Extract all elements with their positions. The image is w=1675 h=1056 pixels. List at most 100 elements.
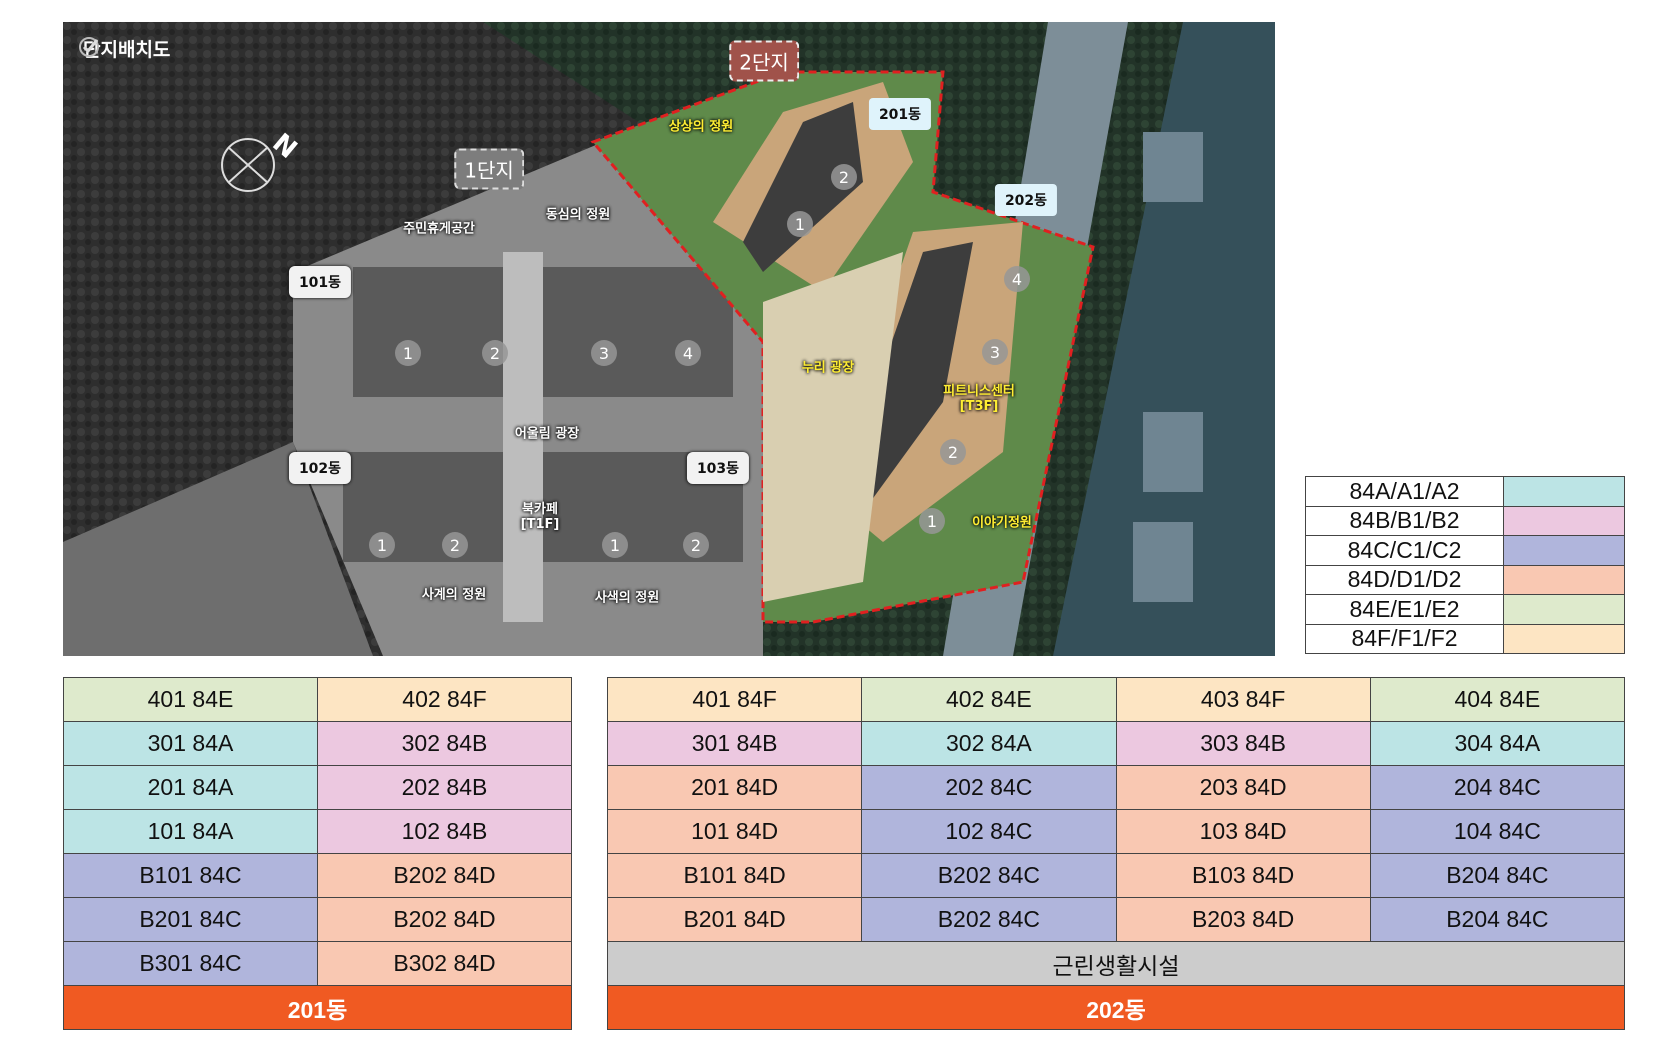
unit-cell: B201 84C — [63, 897, 318, 942]
unit-cell: 303 84B — [1115, 721, 1371, 766]
legend-label: 84A/A1/A2 — [1305, 476, 1504, 507]
unit-cell: B203 84D — [1115, 897, 1371, 942]
unit-cell: 304 84A — [1369, 721, 1626, 766]
dong-101-label: 101동 — [288, 266, 352, 298]
table-row: 301 84A 302 84B — [63, 721, 572, 766]
dong-201-unit-table: 401 84E 402 84F 301 84A 302 84B 201 84A 202 8… — [63, 677, 572, 1030]
line-number: 1 — [395, 340, 421, 366]
unit-cell: 401 84F — [606, 677, 863, 722]
site-plan-drawing — [63, 22, 1275, 656]
line-number: 1 — [369, 532, 395, 558]
unit-cell: 403 84F — [1115, 677, 1371, 722]
table-row: 101 84A 102 84B — [63, 809, 572, 854]
unit-cell: 301 84B — [606, 721, 863, 766]
legend-label: 84E/E1/E2 — [1305, 594, 1504, 625]
place-label: 어울림 광장 — [514, 426, 580, 442]
unit-cell: 201 84D — [606, 765, 863, 810]
table-row: 301 84B 302 84A 303 84B 304 84A — [606, 721, 1626, 766]
line-number: 2 — [831, 164, 857, 190]
unit-cell: B101 84C — [63, 853, 318, 898]
line-number: 2 — [482, 340, 508, 366]
unit-cell: B103 84D — [1115, 853, 1371, 898]
unit-cell: 101 84D — [606, 809, 863, 854]
unit-cell: B202 84C — [861, 897, 1117, 942]
table-row: 근린생활시설 — [607, 941, 1625, 986]
dong-footer-label: 201동 — [63, 985, 572, 1030]
table-row: B301 84C B302 84D — [63, 941, 572, 986]
table-row: B201 84D B202 84C B203 84D B204 84C — [606, 897, 1626, 942]
place-label: 상상의 정원 — [668, 119, 734, 135]
unit-cell: 301 84A — [63, 721, 318, 766]
legend-label: 84B/B1/B2 — [1305, 505, 1504, 536]
danji1-label: 1단지 — [454, 148, 524, 190]
unit-cell: 302 84A — [861, 721, 1117, 766]
dong-102-label: 102동 — [288, 452, 352, 484]
table-row: B201 84C B202 84D — [63, 897, 572, 942]
legend-row: 84B/B1/B2 — [1305, 505, 1625, 536]
unit-cell: B202 84C — [861, 853, 1117, 898]
table-row: B101 84C B202 84D — [63, 853, 572, 898]
unit-cell: 102 84C — [861, 809, 1117, 854]
legend-row: 84E/E1/E2 — [1305, 594, 1625, 625]
place-label: 동심의 정원 — [545, 207, 611, 223]
legend-row: 84D/D1/D2 — [1305, 564, 1625, 595]
legend-swatch — [1503, 564, 1625, 595]
legend-swatch — [1503, 623, 1625, 654]
dong-footer-label: 202동 — [607, 985, 1625, 1030]
unit-cell: B201 84D — [606, 897, 863, 942]
place-label-bookcafe: 북카페 [T1F] — [520, 502, 560, 532]
place-label: 사색의 정원 — [594, 590, 660, 606]
line-number: 2 — [683, 532, 709, 558]
dong-103-label: 103동 — [686, 452, 750, 484]
unit-cell: B204 84C — [1369, 853, 1626, 898]
table-row: 201 84D 202 84C 203 84D 204 84C — [606, 765, 1626, 810]
legend-swatch — [1503, 535, 1625, 566]
legend-row: 84F/F1/F2 — [1305, 623, 1625, 654]
line-number: 3 — [982, 339, 1008, 365]
unit-cell: 103 84D — [1115, 809, 1371, 854]
unit-cell: 404 84E — [1369, 677, 1626, 722]
line-number: 2 — [442, 532, 468, 558]
place-label: 주민휴게공간 — [403, 221, 475, 237]
unit-cell: B202 84D — [317, 853, 572, 898]
unit-cell: 202 84C — [861, 765, 1117, 810]
place-label: 누리 광장 — [801, 360, 855, 376]
line-number: 1 — [787, 211, 813, 237]
unit-cell: B101 84D — [606, 853, 863, 898]
table-row: B101 84D B202 84C B103 84D B204 84C — [606, 853, 1626, 898]
unit-cell: B202 84D — [317, 897, 572, 942]
legend-row: 84A/A1/A2 — [1305, 476, 1625, 507]
unit-cell: 201 84A — [63, 765, 318, 810]
dong-201-label: 201동 — [868, 98, 932, 130]
table-row: 401 84E 402 84F — [63, 677, 572, 722]
unit-cell: 402 84F — [317, 677, 572, 722]
unit-cell: 204 84C — [1369, 765, 1626, 810]
table-row: 101 84D 102 84C 103 84D 104 84C — [606, 809, 1626, 854]
line-number: 1 — [602, 532, 628, 558]
unit-cell: 104 84C — [1369, 809, 1626, 854]
line-number: 4 — [675, 340, 701, 366]
danji2-label: 2단지 — [729, 40, 799, 82]
site-plan-map: 단지배치도 N 2단지 1단지 101동 102동 103동 201동 202동… — [63, 22, 1275, 656]
svg-text:N: N — [266, 128, 298, 165]
place-label-fitness: 피트니스센터 [T3F] — [943, 384, 1015, 414]
line-number: 4 — [1004, 266, 1030, 292]
unit-cell: B204 84C — [1369, 897, 1626, 942]
line-number: 1 — [919, 508, 945, 534]
legend-label: 84C/C1/C2 — [1305, 535, 1504, 566]
legend-swatch — [1503, 594, 1625, 625]
unit-cell: B302 84D — [317, 941, 572, 986]
legend-row: 84C/C1/C2 — [1305, 535, 1625, 566]
legend-label: 84F/F1/F2 — [1305, 623, 1504, 654]
unit-cell: B301 84C — [63, 941, 318, 986]
unit-cell: 101 84A — [63, 809, 318, 854]
legend-swatch — [1503, 505, 1625, 536]
line-number: 3 — [591, 340, 617, 366]
place-label: 이야기정원 — [972, 515, 1032, 531]
map-title: 단지배치도 — [77, 35, 170, 62]
table-row: 401 84F 402 84E 403 84F 404 84E — [606, 677, 1626, 722]
place-label: 사계의 정원 — [421, 587, 487, 603]
commercial-facility-cell: 근린생활시설 — [607, 941, 1625, 986]
dong-202-unit-table: 401 84F 402 84E 403 84F 404 84E 301 84B 302 8… — [606, 677, 1626, 1030]
legend-swatch — [1503, 476, 1625, 507]
